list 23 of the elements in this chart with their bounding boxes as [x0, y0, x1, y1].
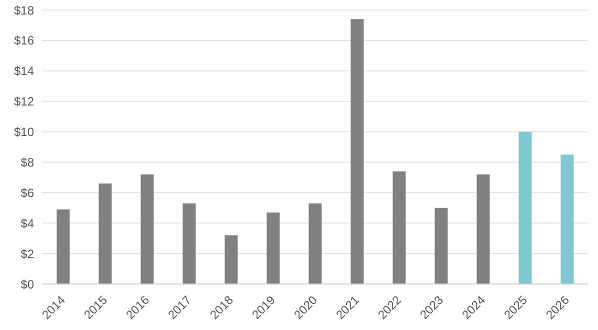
y-tick-label: $0 — [20, 277, 34, 292]
bar — [434, 208, 448, 284]
bar — [476, 174, 490, 284]
bar — [392, 171, 406, 284]
y-tick-label: $12 — [14, 94, 34, 109]
y-tick-label: $4 — [20, 216, 34, 230]
y-tick-label: $16 — [14, 34, 34, 48]
bar — [98, 184, 112, 284]
bar — [350, 19, 364, 284]
y-tick-label: $6 — [20, 186, 34, 200]
bar — [182, 203, 196, 284]
bar — [266, 212, 280, 284]
bar — [140, 174, 154, 284]
bar — [56, 209, 70, 284]
y-tick-label: $10 — [14, 125, 34, 140]
bar — [560, 154, 574, 284]
bar — [308, 203, 322, 284]
y-tick-label: $14 — [14, 64, 34, 78]
bar — [518, 132, 532, 284]
bar — [224, 235, 238, 284]
y-tick-label: $18 — [14, 3, 34, 18]
y-tick-label: $2 — [20, 246, 34, 261]
y-tick-label: $8 — [20, 155, 34, 170]
